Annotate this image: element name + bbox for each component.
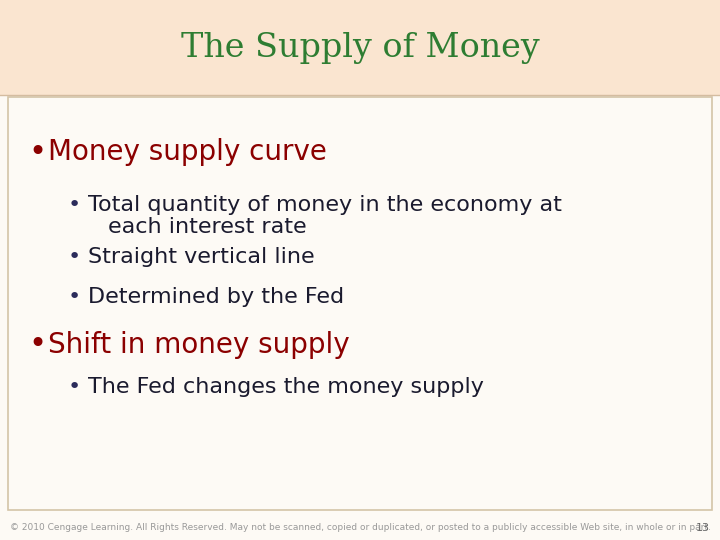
Text: The Supply of Money: The Supply of Money [181,31,539,64]
Text: •: • [68,287,81,307]
Text: •: • [68,195,81,215]
Text: Determined by the Fed: Determined by the Fed [88,287,344,307]
Text: •: • [28,330,46,360]
Text: Straight vertical line: Straight vertical line [88,247,315,267]
Text: •: • [68,377,81,397]
Text: Money supply curve: Money supply curve [48,138,327,166]
Text: 13: 13 [696,523,710,533]
Text: •: • [28,138,46,166]
Bar [8,97,712,510]
Text: © 2010 Cengage Learning. All Rights Reserved. May not be scanned, copied or dupl: © 2010 Cengage Learning. All Rights Rese… [10,523,711,532]
Text: each interest rate: each interest rate [108,217,307,237]
Bar [0,0,720,95]
Text: Total quantity of money in the economy at: Total quantity of money in the economy a… [88,195,562,215]
Text: Shift in money supply: Shift in money supply [48,331,350,359]
Text: The Fed changes the money supply: The Fed changes the money supply [88,377,484,397]
Text: •: • [68,247,81,267]
